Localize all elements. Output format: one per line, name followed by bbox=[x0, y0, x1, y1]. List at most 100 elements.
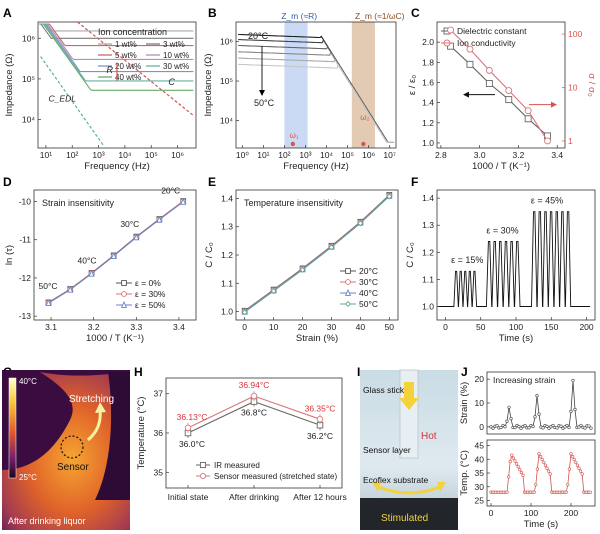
c-y2tick-label: 10 bbox=[568, 83, 578, 93]
j-annotation: Increasing strain bbox=[493, 375, 556, 385]
h-value-label-2-1: 36.13°C bbox=[177, 412, 208, 422]
c-point-2-6 bbox=[544, 137, 551, 145]
d-point-3-1 bbox=[45, 299, 52, 307]
c-point-2-2 bbox=[466, 45, 474, 53]
b-xtick-label: 10⁰ bbox=[236, 150, 249, 160]
j-temp-point bbox=[542, 460, 546, 465]
j-bottom-plot-frame bbox=[486, 439, 596, 507]
h-legend-entry-2: Sensor measured (stretched state) bbox=[214, 472, 338, 481]
c-point-2-5 bbox=[524, 107, 532, 115]
j-strain-point bbox=[519, 426, 523, 430]
j-xtick-label: 200 bbox=[564, 508, 578, 518]
b-ytick-label: 10⁴ bbox=[220, 115, 233, 125]
b-omega2-marker bbox=[361, 141, 366, 147]
e-xtick-label: 10 bbox=[269, 322, 279, 332]
e-xtick-label: 50 bbox=[385, 322, 395, 332]
e-ylabel: C / C₀ bbox=[204, 242, 215, 268]
panel-g-thermal-image: 40°C 25°C Stretching Sensor After drinki… bbox=[2, 370, 130, 530]
a-ylabel: Impedance (Ω) bbox=[4, 53, 15, 116]
a-xtick-label: 10² bbox=[66, 150, 78, 160]
j-strain-point bbox=[587, 424, 591, 428]
c-left-arrowhead bbox=[463, 91, 469, 98]
sensor-circle bbox=[60, 435, 84, 459]
d-point-3-3 bbox=[88, 269, 95, 277]
b-xtick-label: 10² bbox=[278, 150, 290, 160]
j-bottom-ytick-label: 30 bbox=[475, 482, 485, 492]
a-annotation-cedl: C_EDL bbox=[49, 93, 77, 103]
a-xtick-label: 10³ bbox=[92, 150, 104, 160]
b-label-zm-r: Z_m (≈R) bbox=[281, 11, 317, 21]
d-point-label: 30°C bbox=[120, 219, 139, 229]
stretching-arrow bbox=[86, 409, 102, 442]
b-label-zm-c: Z_m (≈1/ωC) bbox=[355, 11, 405, 21]
b-band-capacitive bbox=[351, 22, 375, 148]
e-legend-marker-2 bbox=[345, 279, 351, 285]
e-point-4-4 bbox=[328, 244, 335, 251]
panel-label-e: E bbox=[208, 175, 216, 189]
c-xtick-label: 3.4 bbox=[551, 150, 563, 160]
e-line-4 bbox=[244, 196, 390, 313]
d-point-3-5 bbox=[133, 233, 140, 241]
a-ytick-label: 10⁶ bbox=[22, 33, 35, 43]
j-strain-point bbox=[583, 426, 587, 430]
d-legend-entry-2: ε = 30% bbox=[135, 289, 166, 299]
e-legend-entry-1: 20°C bbox=[359, 266, 378, 276]
c-ylabel: ε / ε₀ bbox=[407, 75, 418, 95]
e-title: Temperature insensitivity bbox=[244, 198, 344, 208]
j-temp-point bbox=[569, 452, 573, 456]
i-caption: Stimulated bbox=[381, 513, 428, 524]
f-ytick-label: 1.0 bbox=[422, 301, 434, 311]
h-value-label-1-1: 36.0°C bbox=[179, 439, 205, 449]
h-category-label-3: After 12 hours bbox=[293, 492, 346, 502]
c-y2tick-label: 100 bbox=[568, 29, 582, 39]
a-curve-2 bbox=[39, 23, 194, 39]
f-ytick-label: 1.1 bbox=[422, 274, 434, 284]
d-plot-frame bbox=[33, 189, 197, 321]
panel-i-photo: Glass stick Hot Sensor layer Ecoflex sub… bbox=[360, 369, 458, 530]
f-xtick-label: 200 bbox=[579, 322, 593, 332]
a-curve-5 bbox=[39, 23, 194, 73]
panel-c-dielectric-conductivity: 2.8 3.0 3.2 3.4 1.0 1.2 1.4 1.6 1.8 2.0 1 10 100 1000… bbox=[407, 21, 597, 172]
h-legend-marker-1 bbox=[199, 461, 207, 469]
b-label-50c: 50°C bbox=[254, 98, 275, 108]
a-xtick-label: 10⁶ bbox=[171, 150, 184, 160]
j-temp-point bbox=[567, 467, 572, 471]
j-strain-point bbox=[589, 426, 593, 430]
b-plot-frame bbox=[235, 21, 397, 149]
e-legend-entry-3: 40°C bbox=[359, 288, 378, 298]
b-xtick-label: 10⁵ bbox=[341, 150, 354, 160]
h-legend-entry-1: IR measured bbox=[214, 461, 260, 470]
j-temp-point bbox=[516, 465, 520, 469]
j-bottom-ytick-label: 25 bbox=[475, 496, 485, 506]
e-legend-marker-3 bbox=[344, 289, 352, 296]
e-ytick-label: 1.3 bbox=[221, 222, 233, 232]
a-legend-title: Ion concentration bbox=[98, 27, 167, 37]
a-annotation-r: R bbox=[106, 65, 113, 75]
f-ytick-label: 1.2 bbox=[422, 247, 434, 257]
c-point-2-3 bbox=[485, 66, 493, 74]
panel-f-cyclic-strain: 0 50 100 150 200 1.0 1.1 1.2 1.3 1.4 Time (s) C / C… bbox=[405, 189, 596, 344]
a-xtick-label: 10⁴ bbox=[118, 150, 131, 160]
d-legend-marker-1 bbox=[121, 280, 127, 286]
f-xtick-label: 50 bbox=[476, 322, 486, 332]
j-temp-point bbox=[545, 466, 549, 470]
panel-j-strain-temperature-time: 0 100 200 0 10 20 25 30 35 40 45 Time (s) Strain (%)… bbox=[459, 371, 596, 530]
h-category-label-2: After drinking bbox=[229, 492, 279, 502]
hot-label: Hot bbox=[421, 431, 437, 442]
h-legend-marker-2 bbox=[199, 472, 207, 480]
d-ylabel: ln (τ) bbox=[4, 245, 15, 265]
h-ytick-label: 36 bbox=[154, 428, 164, 438]
c-ytick-label: 1.2 bbox=[422, 118, 434, 128]
j-temp-point bbox=[578, 469, 583, 473]
a-ytick-label: 10⁴ bbox=[22, 115, 35, 125]
c-ytick-label: 1.4 bbox=[422, 98, 434, 108]
e-xtick-label: 30 bbox=[327, 322, 337, 332]
d-xtick-label: 3.4 bbox=[173, 322, 185, 332]
j-temp-point bbox=[505, 490, 509, 494]
c-xtick-label: 3.0 bbox=[474, 150, 486, 160]
b-ylabel: Impedance (Ω) bbox=[203, 53, 214, 116]
c-point-2-4 bbox=[505, 87, 513, 94]
c-line-1 bbox=[450, 45, 548, 137]
c-y2label: σ / σ₀ bbox=[586, 73, 597, 97]
